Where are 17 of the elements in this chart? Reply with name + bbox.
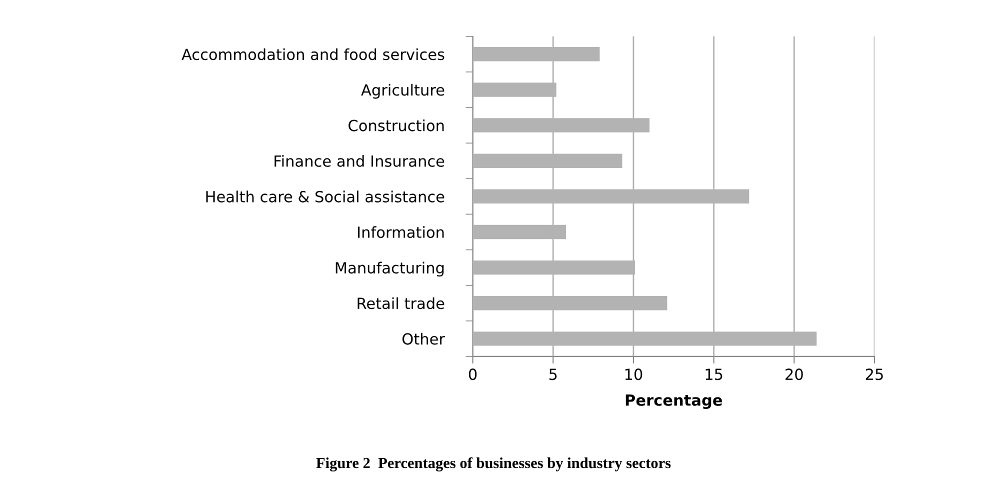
y-tick-label: Finance and Insurance — [274, 155, 444, 167]
y-tick-label: Agriculture — [361, 84, 444, 99]
x-tick-label: 25 — [866, 368, 883, 380]
x-tick-label: 20 — [786, 368, 803, 380]
y-tick-label: Manufacturing — [336, 262, 444, 277]
x-axis-title: Percentage — [626, 394, 722, 409]
x-tick-label: 0 — [468, 368, 477, 380]
text: Figure 2 Percentages of businesses by industry sectors — [316, 457, 671, 472]
x-tick-label: 15 — [706, 368, 722, 380]
x-tick-label: 10 — [625, 368, 642, 380]
y-tick-label: Construction — [348, 119, 444, 132]
x-tick-label: 5 — [549, 368, 557, 380]
y-tick-label: Accommodation and food services — [182, 48, 444, 60]
y-tick-label: Other — [402, 332, 445, 345]
y-tick-label: Retail trade — [358, 297, 444, 310]
y-tick-label: Information — [358, 226, 444, 238]
y-tick-label: Health care & Social assistance — [206, 190, 444, 202]
